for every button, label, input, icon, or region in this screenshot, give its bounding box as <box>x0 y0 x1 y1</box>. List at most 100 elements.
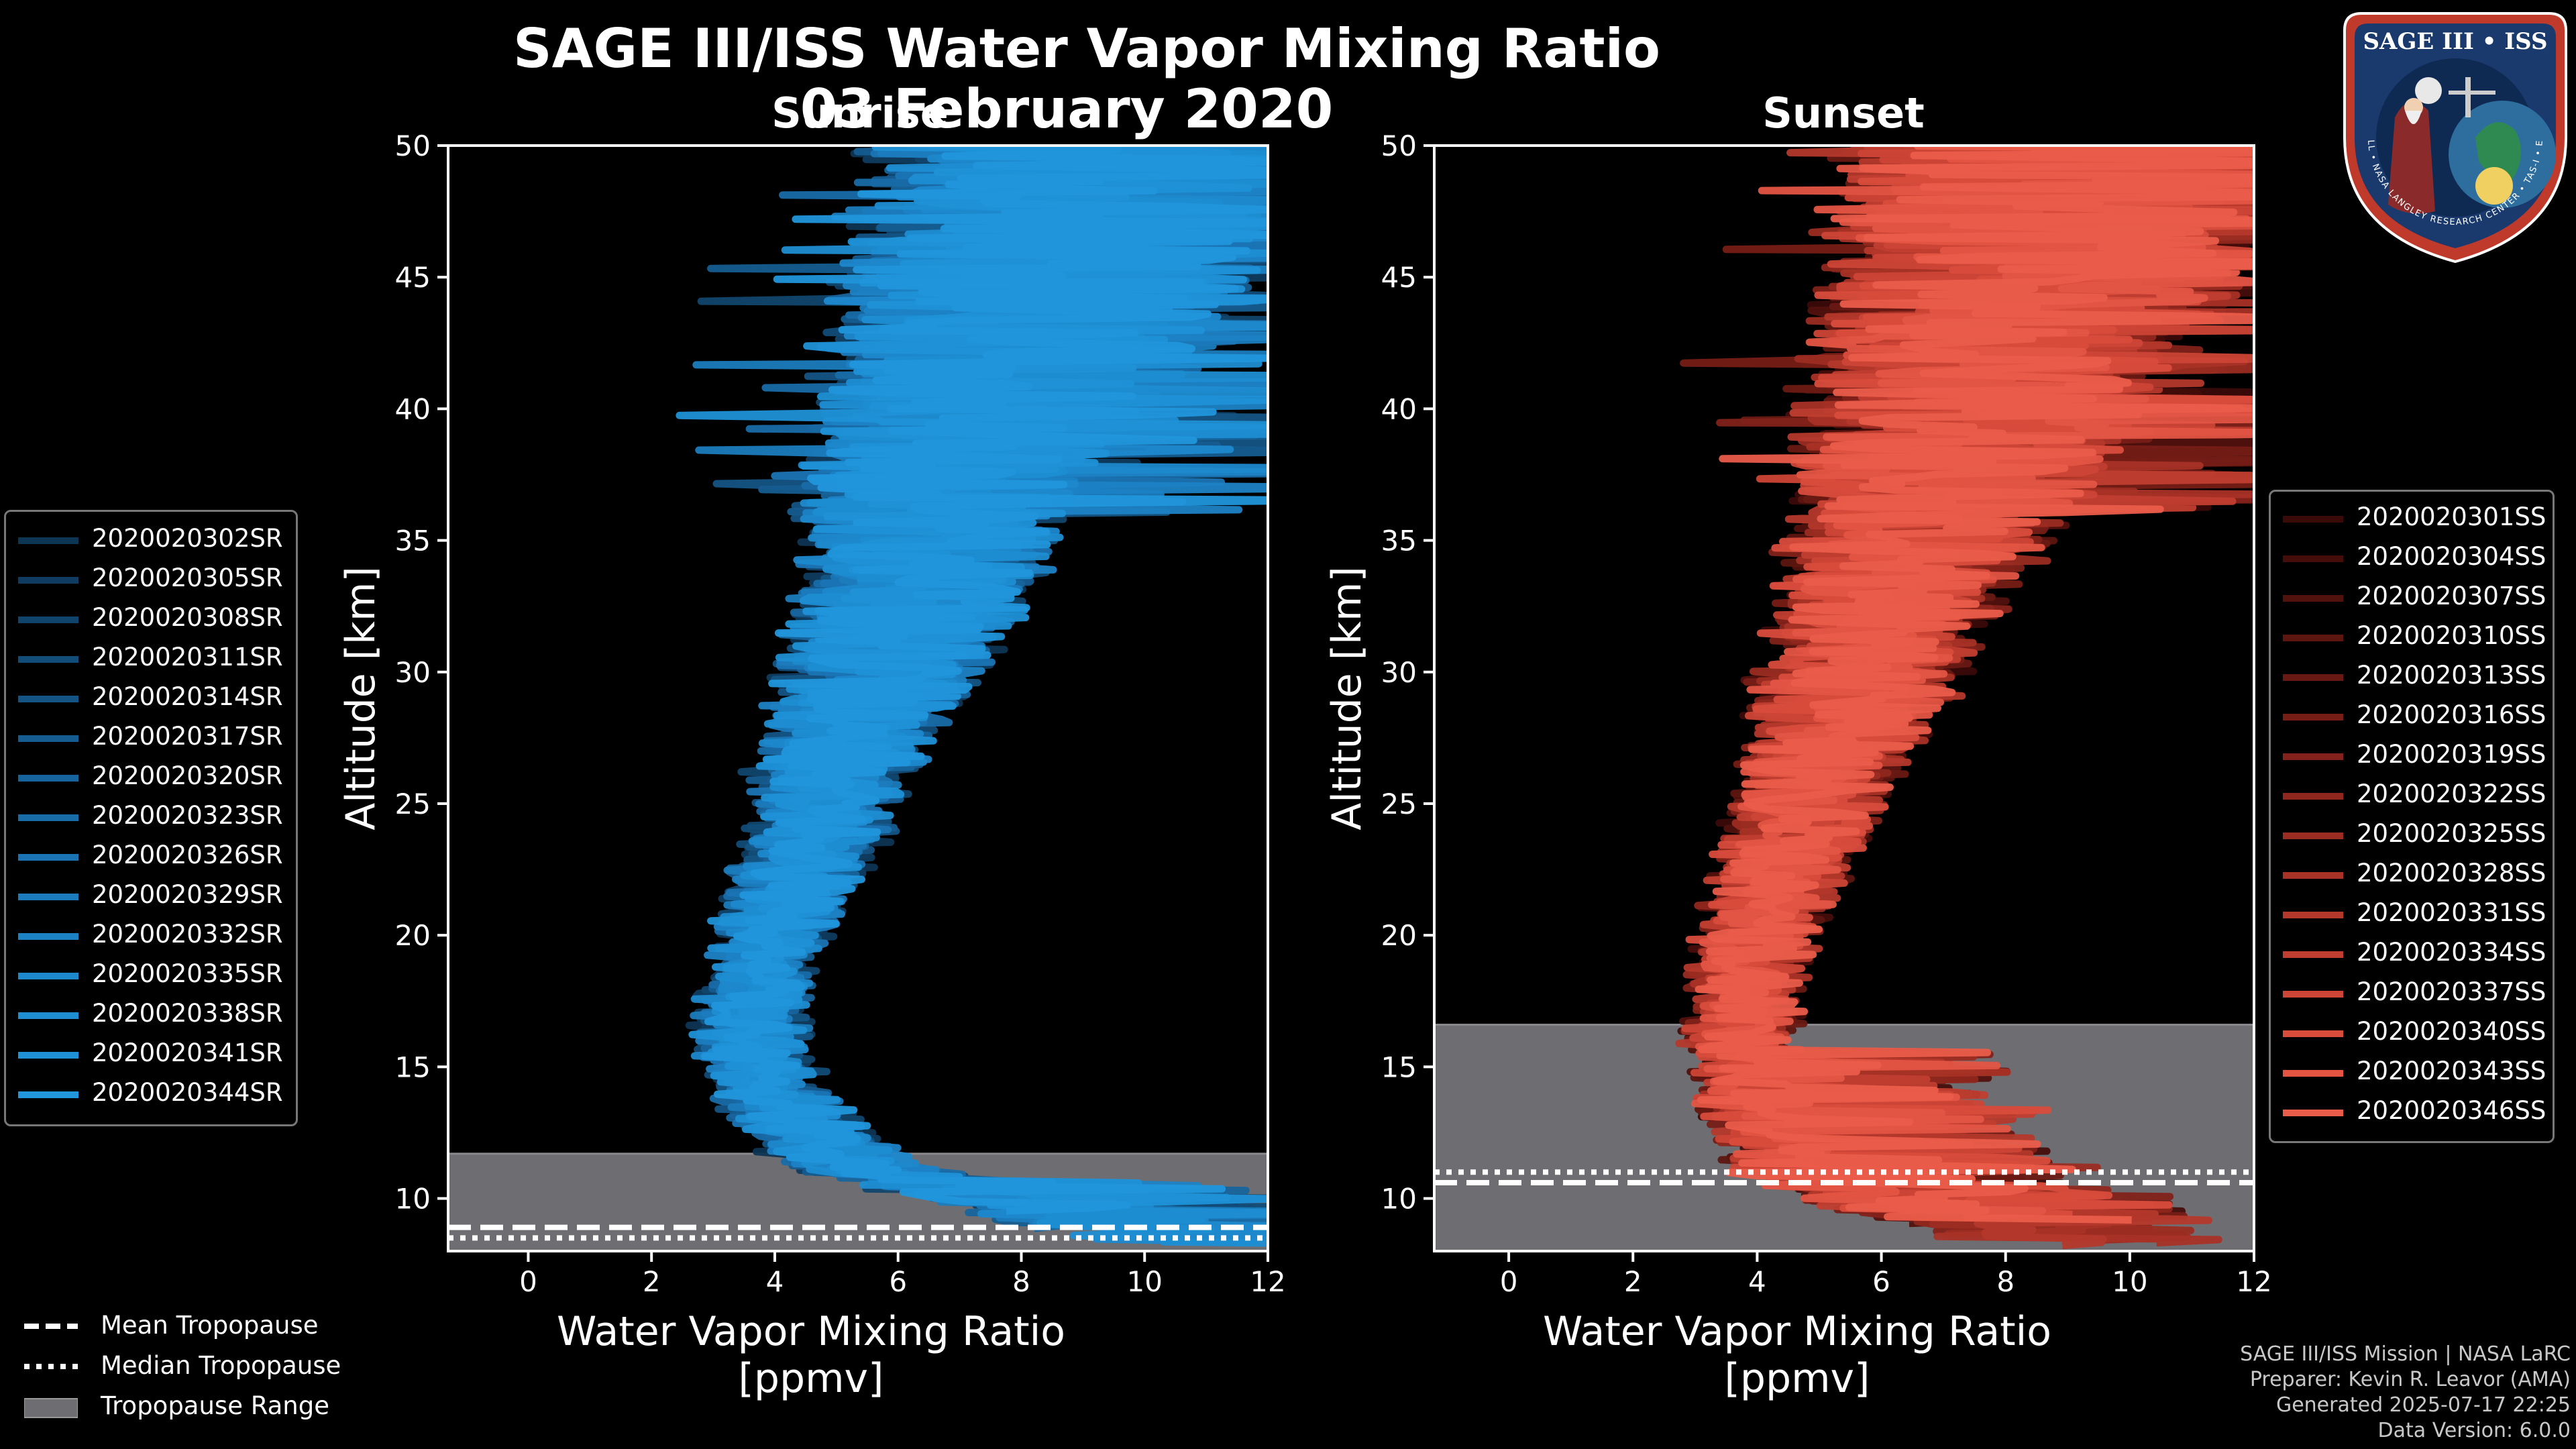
legend-entry-2020020334SS: 2020020334SS <box>2271 935 2553 974</box>
legend-entry-2020020326SR: 2020020326SR <box>6 838 296 877</box>
legend-entry-2020020310SS: 2020020310SS <box>2271 619 2553 657</box>
y-tick-label: 35 <box>1381 525 1417 557</box>
legend-swatch-icon <box>18 933 78 940</box>
x-tick-label: 2 <box>643 1265 661 1298</box>
x-axis-label: [ppmv] <box>739 1355 884 1402</box>
figure-title: SAGE III/ISS Water Vapor Mixing Ratio <box>513 17 1660 80</box>
legend-entry-2020020322SS: 2020020322SS <box>2271 777 2553 816</box>
legend-label: 2020020329SR <box>92 880 283 909</box>
legend-entry-2020020302SR: 2020020302SR <box>6 521 296 560</box>
plot-frame <box>447 144 1269 1252</box>
legend-entry-2020020311SR: 2020020311SR <box>6 640 296 679</box>
legend-label: 2020020331SS <box>2357 898 2546 927</box>
legend-swatch-icon <box>18 696 78 702</box>
legend-label: 2020020335SR <box>92 959 283 988</box>
y-tick-label: 20 <box>1381 919 1417 952</box>
legend-label: 2020020334SS <box>2357 938 2546 967</box>
legend-swatch-icon <box>18 735 78 742</box>
legend-entry-2020020319SS: 2020020319SS <box>2271 737 2553 776</box>
legend-entry-2020020305SR: 2020020305SR <box>6 561 296 600</box>
y-axis-label: Altitude [km] <box>1324 566 1371 830</box>
legend-entry-2020020337SS: 2020020337SS <box>2271 975 2553 1014</box>
legend-label: 2020020338SR <box>92 999 283 1028</box>
legend-swatch-icon <box>2283 951 2343 958</box>
legend-swatch-icon <box>18 814 78 821</box>
sunrise-legend: 2020020302SR 2020020305SR 2020020308SR 2020… <box>4 510 298 1126</box>
y-tick-label: 45 <box>1381 261 1417 294</box>
legend-entry-2020020335SR: 2020020335SR <box>6 957 296 996</box>
range-swatch-icon <box>24 1398 78 1418</box>
legend-entry-2020020331SS: 2020020331SS <box>2271 896 2553 934</box>
legend-label: 2020020316SS <box>2357 700 2546 729</box>
legend-entry-2020020340SS: 2020020340SS <box>2271 1014 2553 1053</box>
y-tick-label: 10 <box>395 1183 431 1216</box>
legend-label: 2020020301SS <box>2357 502 2546 531</box>
legend-label: 2020020302SR <box>92 524 283 553</box>
x-tick-label: 12 <box>2236 1265 2271 1298</box>
legend-entry-2020020313SS: 2020020313SS <box>2271 658 2553 697</box>
credit-generated: Generated 2025-07-17 22:25 <box>2275 1393 2571 1417</box>
legend-swatch-icon <box>2283 1030 2343 1037</box>
x-axis-label: [ppmv] <box>1725 1355 1870 1402</box>
legend-swatch-icon <box>18 775 78 782</box>
legend-label: 2020020322SS <box>2357 780 2546 808</box>
median-tropopause-label: Median Tropopause <box>101 1351 341 1380</box>
x-tick-label: 0 <box>519 1265 537 1298</box>
legend-entry-2020020316SS: 2020020316SS <box>2271 698 2553 737</box>
legend-swatch-icon <box>18 894 78 900</box>
legend-swatch-icon <box>2283 1070 2343 1077</box>
legend-label: 2020020326SR <box>92 841 283 869</box>
y-tick-label: 25 <box>395 788 431 820</box>
legend-entry-2020020341SR: 2020020341SR <box>6 1036 296 1075</box>
legend-label: 2020020313SS <box>2357 661 2546 690</box>
legend-label: 2020020325SS <box>2357 819 2546 848</box>
legend-entry-2020020328SS: 2020020328SS <box>2271 856 2553 895</box>
legend-label: 2020020341SR <box>92 1038 283 1067</box>
y-tick-label: 45 <box>395 261 431 294</box>
tropopause-range-label: Tropopause Range <box>101 1391 330 1420</box>
legend-entry-2020020332SR: 2020020332SR <box>6 917 296 956</box>
x-tick-label: 8 <box>1012 1265 1030 1298</box>
x-tick-label: 4 <box>1748 1265 1766 1298</box>
sage-iii-iss-mission-logo: SAGE III • ISS BALL • NASA LANGLEY RESEA… <box>2338 3 2569 265</box>
legend-swatch-icon <box>2283 912 2343 918</box>
legend-entry-2020020329SR: 2020020329SR <box>6 877 296 916</box>
dashed-line-swatch-icon <box>24 1324 78 1329</box>
sunset-plot: 0 2 4 6 8 10 12 10 15 20 25 30 35 40 45 50 Water Vapor M… <box>1324 129 2272 1402</box>
sunrise-plot: 0 2 4 6 8 10 12 10 15 20 25 30 35 40 45 50 Water Vapor M… <box>337 129 1286 1402</box>
legend-swatch-icon <box>18 656 78 663</box>
credit-mission: SAGE III/ISS Mission | NASA LaRC <box>2240 1342 2571 1366</box>
legend-swatch-icon <box>18 577 78 584</box>
legend-label: 2020020311SR <box>92 643 283 672</box>
x-tick-label: 12 <box>1250 1265 1285 1298</box>
dotted-line-swatch-icon <box>24 1364 78 1369</box>
sunset-legend: 2020020301SS 2020020304SS 2020020307SS 2020… <box>2269 490 2555 1143</box>
sunset-panel-title: Sunset <box>1762 89 1925 138</box>
y-tick-label: 40 <box>395 392 431 425</box>
x-axis-label: Water Vapor Mixing Ratio <box>1543 1308 2051 1355</box>
y-tick-label: 50 <box>395 129 431 162</box>
legend-swatch-icon <box>18 1012 78 1019</box>
x-axis-label: Water Vapor Mixing Ratio <box>557 1308 1065 1355</box>
legend-label: 2020020343SS <box>2357 1057 2546 1085</box>
profile-line-2020020346SS <box>1695 146 2254 1224</box>
y-axis-label: Altitude [km] <box>337 566 384 830</box>
legend-label: 2020020307SS <box>2357 582 2546 610</box>
legend-label: 2020020314SR <box>92 682 283 711</box>
legend-swatch-icon <box>2283 516 2343 523</box>
legend-label: 2020020320SR <box>92 761 283 790</box>
y-tick-label: 20 <box>395 919 431 952</box>
y-tick-label: 50 <box>1381 129 1417 162</box>
legend-swatch-icon <box>18 1091 78 1098</box>
legend-swatch-icon <box>2283 872 2343 879</box>
legend-swatch-icon <box>18 537 78 544</box>
y-tick-label: 30 <box>395 656 431 689</box>
legend-label: 2020020337SS <box>2357 977 2546 1006</box>
y-tick-label: 25 <box>1381 788 1417 820</box>
legend-swatch-icon <box>18 1052 78 1059</box>
legend-label: 2020020308SR <box>92 603 283 632</box>
legend-entry-2020020301SS: 2020020301SS <box>2271 500 2553 539</box>
x-tick-label: 4 <box>766 1265 784 1298</box>
legend-label: 2020020323SR <box>92 801 283 830</box>
